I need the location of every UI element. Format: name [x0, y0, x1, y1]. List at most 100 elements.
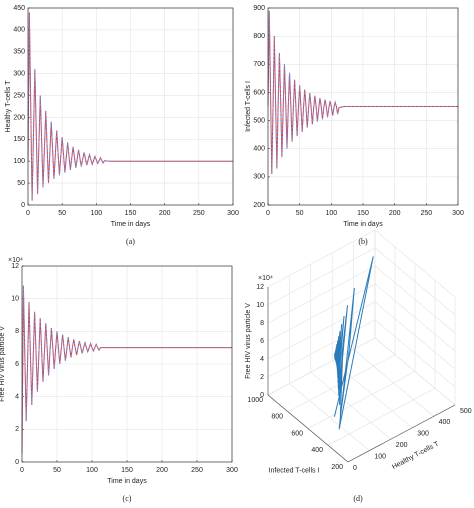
- y-tick-label: 50: [17, 180, 25, 187]
- axis-line: [347, 404, 456, 463]
- y-tick-label: 6: [15, 361, 19, 368]
- x-tick-label: 500: [460, 408, 472, 415]
- y-tick-label: 600: [253, 89, 265, 96]
- x-tick-label: 200: [389, 210, 401, 217]
- x-tick-label: 300: [452, 210, 464, 217]
- grid-line: [374, 319, 456, 388]
- y-tick-label: 150: [13, 136, 25, 143]
- y-tick-label: 900: [253, 5, 265, 12]
- trajectory-3d: [333, 256, 374, 430]
- x-tick-label: 150: [125, 210, 137, 217]
- y-tick-label: 200: [253, 202, 265, 209]
- y-axis-label: Free HIV virus particle V: [0, 326, 6, 402]
- z-axis-label: Free HIV virus particle V: [245, 303, 252, 379]
- y-tick-label: 0: [15, 459, 19, 466]
- x-tick-label: 400: [439, 419, 451, 426]
- y-tick-label: 250: [13, 92, 25, 99]
- x-tick-label: 200: [159, 210, 171, 217]
- z-tick-label: 2: [260, 374, 264, 381]
- caption: (b): [358, 237, 368, 246]
- grid-line: [267, 229, 376, 288]
- plot-frame: [21, 265, 233, 463]
- y-scale-label: ×10⁴: [8, 257, 23, 264]
- x-tick-label: 300: [226, 467, 238, 474]
- x-tick-label: 100: [86, 467, 98, 474]
- y-tick-label: 350: [13, 49, 25, 56]
- x-tick-label: 100: [374, 453, 386, 460]
- x-tick-label: 100: [90, 210, 102, 217]
- x-axis-label: Time in days: [111, 221, 151, 228]
- data-line-dashed: [267, 10, 458, 175]
- z-tick-label: 4: [260, 356, 264, 363]
- grid-line: [267, 265, 376, 324]
- z-scale-label: ×10⁴: [258, 275, 273, 282]
- plot-frame: [267, 7, 459, 206]
- y-tick-label: 2: [15, 426, 19, 433]
- z-tick-label: 8: [260, 320, 264, 327]
- y-tick-label: 300: [13, 71, 25, 78]
- grid-line: [374, 283, 456, 352]
- y-tick-label: 4: [15, 394, 19, 401]
- x-tick-label: 150: [357, 210, 369, 217]
- grid-line: [267, 247, 376, 306]
- x-tick-label: 300: [417, 431, 429, 438]
- grid-line: [374, 301, 456, 370]
- y-tick-label: 400: [13, 27, 25, 34]
- x-tick-label: 300: [227, 210, 239, 217]
- y-tick-label: 0: [21, 202, 25, 209]
- x-tick-label: 50: [296, 210, 304, 217]
- grid-line: [327, 387, 436, 446]
- y-tick-label: 1000: [247, 397, 263, 404]
- grid-line: [307, 371, 416, 429]
- caption: (c): [123, 494, 132, 503]
- z-tick-label: 12: [256, 284, 264, 291]
- data-line-dashed: [21, 285, 232, 454]
- x-tick-label: 0: [20, 467, 24, 474]
- grid-line: [267, 283, 376, 342]
- y-tick-label: 600: [291, 430, 303, 437]
- y-tick-label: 300: [253, 174, 265, 181]
- x-tick-label: 150: [121, 467, 133, 474]
- y-axis-label: Infected T-cells I: [269, 467, 320, 474]
- x-tick-label: 0: [353, 465, 357, 472]
- x-tick-label: 0: [26, 210, 30, 217]
- y-axis-label: Infected T-cells I: [245, 81, 252, 132]
- y-tick-label: 200: [331, 464, 343, 471]
- z-tick-label: 6: [260, 338, 264, 345]
- axis-line: [267, 394, 349, 463]
- grid-line: [267, 337, 376, 396]
- y-tick-label: 200: [13, 114, 25, 121]
- y-tick-label: 800: [253, 33, 265, 40]
- data-line-dashed: [27, 12, 233, 201]
- grid-line: [374, 247, 456, 316]
- x-tick-label: 200: [156, 467, 168, 474]
- z-tick-label: 0: [260, 392, 264, 399]
- z-tick-label: 10: [256, 302, 264, 309]
- x-axis-label: Time in days: [343, 221, 383, 228]
- x-tick-label: 250: [193, 210, 205, 217]
- y-axis-label: Healthy T-cells T: [5, 80, 12, 133]
- y-tick-label: 800: [271, 414, 283, 421]
- caption: (a): [126, 237, 135, 246]
- y-tick-label: 500: [253, 117, 265, 124]
- y-tick-label: 8: [15, 328, 19, 335]
- grid-line: [267, 319, 376, 378]
- x-axis-label: Time in days: [107, 478, 147, 485]
- caption: (d): [353, 494, 363, 503]
- grid-line: [374, 229, 456, 298]
- y-tick-label: 400: [253, 146, 265, 153]
- y-tick-label: 12: [11, 263, 19, 270]
- x-tick-label: 50: [58, 210, 66, 217]
- y-tick-label: 400: [311, 447, 323, 454]
- grid-line: [374, 265, 456, 334]
- x-tick-label: 250: [191, 467, 203, 474]
- x-tick-label: 0: [266, 210, 270, 217]
- y-tick-label: 100: [13, 158, 25, 165]
- grid-line: [374, 337, 456, 406]
- x-tick-label: 200: [396, 442, 408, 449]
- x-tick-label: 50: [53, 467, 61, 474]
- y-tick-label: 10: [11, 296, 19, 303]
- grid-line: [267, 301, 376, 360]
- x-tick-label: 250: [420, 210, 432, 217]
